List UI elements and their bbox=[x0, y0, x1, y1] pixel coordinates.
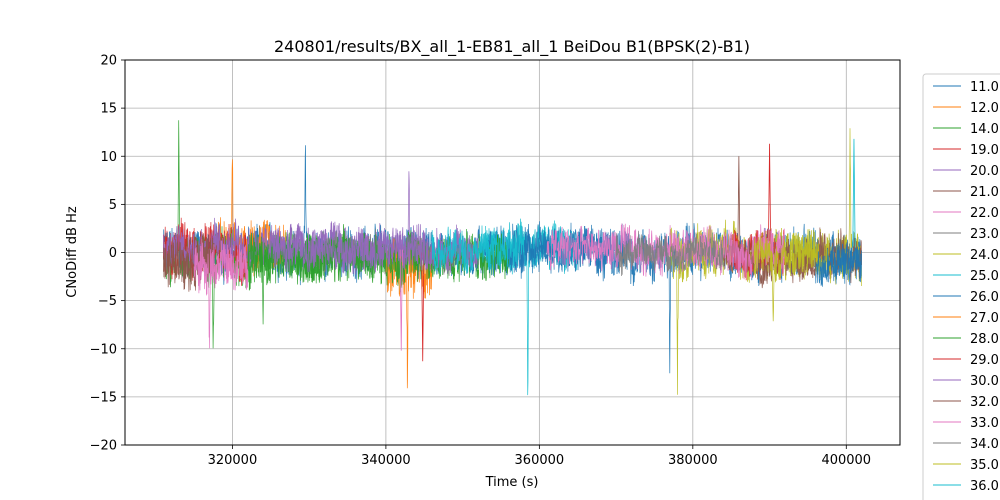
legend-label: 23.0 bbox=[970, 227, 999, 242]
legend-label: 24.0 bbox=[970, 248, 999, 263]
legend-label: 12.0 bbox=[970, 101, 999, 116]
legend-label: 36.0 bbox=[970, 479, 999, 494]
legend-label: 19.0 bbox=[970, 143, 999, 158]
series-22.0-line bbox=[193, 239, 249, 349]
x-tick-label: 400000 bbox=[821, 453, 871, 468]
legend-label: 26.0 bbox=[970, 290, 999, 305]
series-19.0-spike bbox=[768, 143, 772, 250]
legend-label: 20.0 bbox=[970, 164, 999, 179]
y-axis: −20 −15 −10 −5 0 5 10 15 20 bbox=[90, 54, 125, 454]
series-37.0-line bbox=[815, 242, 862, 287]
y-tick-label: 10 bbox=[100, 150, 117, 165]
legend-label: 30.0 bbox=[970, 374, 999, 389]
y-axis-label: CNoDiff dB Hz bbox=[65, 206, 80, 298]
series-29.0-spike bbox=[421, 252, 425, 362]
x-tick-label: 360000 bbox=[515, 453, 565, 468]
x-tick-label: 380000 bbox=[668, 453, 718, 468]
chart-title: 240801/results/BX_all_1-EB81_all_1 BeiDo… bbox=[274, 37, 750, 57]
legend-label: 21.0 bbox=[970, 185, 999, 200]
legend-label: 11.0 bbox=[970, 80, 999, 95]
legend-label: 29.0 bbox=[970, 353, 999, 368]
x-tick-label: 340000 bbox=[361, 453, 411, 468]
legend-label: 27.0 bbox=[970, 311, 999, 326]
y-tick-label: −10 bbox=[90, 342, 117, 357]
series-25.0-spike bbox=[852, 138, 856, 248]
y-tick-label: −15 bbox=[90, 390, 117, 405]
legend-label: 25.0 bbox=[970, 269, 999, 284]
series-33.0-spike bbox=[399, 249, 403, 351]
legend-label: 34.0 bbox=[970, 437, 999, 452]
legend-label: 35.0 bbox=[970, 458, 999, 473]
x-tick-label: 320000 bbox=[208, 453, 258, 468]
x-axis: 320000 340000 360000 380000 400000 bbox=[208, 445, 871, 468]
y-tick-label: −5 bbox=[98, 294, 117, 309]
y-tick-label: 20 bbox=[100, 54, 117, 69]
series-21.0-spike bbox=[737, 156, 741, 261]
legend-label: 33.0 bbox=[970, 416, 999, 431]
legend-label: 14.0 bbox=[970, 122, 999, 137]
legend-label: 22.0 bbox=[970, 206, 999, 221]
series-layer bbox=[163, 120, 862, 396]
y-tick-label: −20 bbox=[90, 439, 117, 454]
series-34.0-line bbox=[615, 230, 724, 277]
legend-label: 28.0 bbox=[970, 332, 999, 347]
legend: 11.0 12.0 14.0 19.0 20.0 21.0 22.0 23.0 24.0 25.0… bbox=[922, 73, 1000, 500]
series-36.0-line bbox=[431, 222, 525, 275]
legend-label: 32.0 bbox=[970, 395, 999, 410]
y-tick-label: 0 bbox=[109, 246, 117, 261]
legend-frame bbox=[922, 73, 1000, 500]
y-tick-label: 15 bbox=[100, 102, 117, 117]
y-tick-label: 5 bbox=[109, 198, 117, 213]
x-axis-label: Time (s) bbox=[485, 475, 539, 490]
